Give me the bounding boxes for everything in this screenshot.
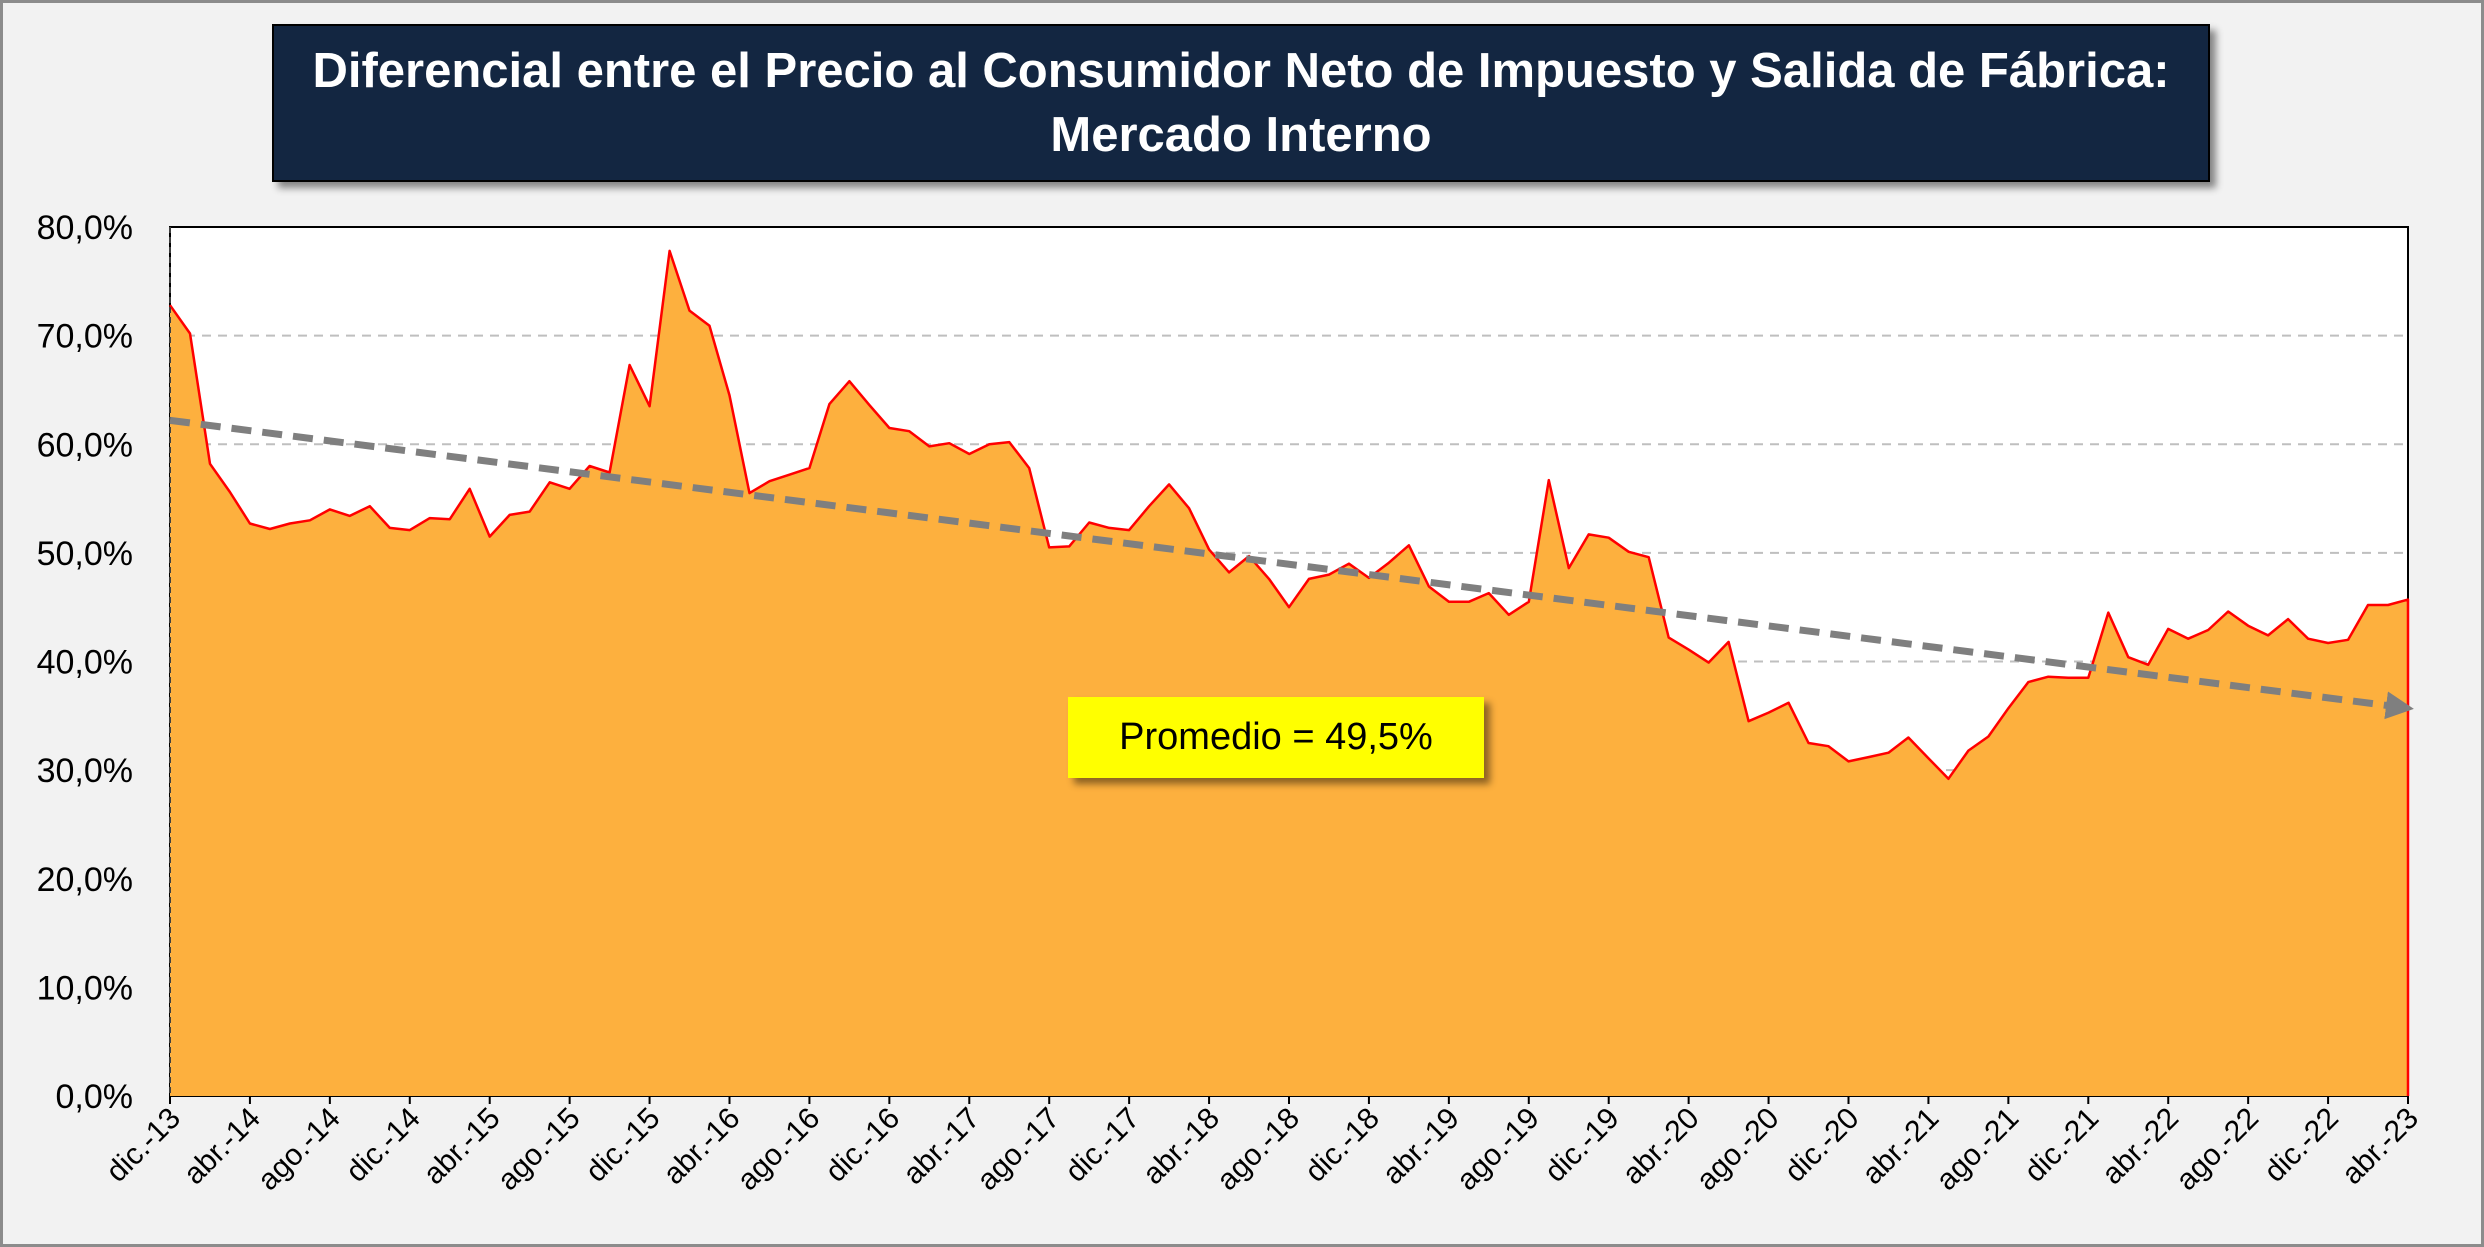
x-tick-label: dic.-14: [340, 1102, 427, 1189]
y-tick-label: 80,0%: [37, 209, 133, 247]
x-tick-label: dic.-17: [1059, 1102, 1146, 1189]
x-tick-label: abr.-21: [1856, 1102, 1945, 1191]
x-tick-label: dic.-19: [1539, 1102, 1626, 1189]
x-tick-label: dic.-21: [2018, 1102, 2105, 1189]
y-tick-label: 20,0%: [37, 861, 133, 899]
average-annotation: Promedio = 49,5%: [1068, 697, 1484, 778]
chart-title: Diferencial entre el Precio al Consumido…: [272, 24, 2210, 182]
x-tick-label: dic.-16: [819, 1102, 906, 1189]
y-tick-label: 30,0%: [37, 752, 133, 790]
x-tick-label: ago.-18: [1211, 1102, 1306, 1197]
x-tick-label: dic.-22: [2258, 1102, 2345, 1189]
x-tick-label: ago.-19: [1450, 1102, 1545, 1197]
x-tick-label: ago.-16: [731, 1102, 826, 1197]
x-tick-label: dic.-20: [1778, 1102, 1865, 1189]
x-tick-label: ago.-15: [491, 1102, 586, 1197]
x-tick-label: abr.-22: [2096, 1102, 2185, 1191]
x-tick-label: ago.-14: [252, 1102, 347, 1197]
x-tick-label: abr.-18: [1137, 1102, 1226, 1191]
x-tick-label: abr.-14: [177, 1102, 266, 1191]
trendline: [169, 416, 2414, 720]
x-tick-label: abr.-16: [657, 1102, 746, 1191]
x-tick-label: ago.-17: [971, 1102, 1066, 1197]
x-tick-label: dic.-15: [580, 1102, 667, 1189]
y-tick-label: 40,0%: [37, 644, 133, 682]
y-tick-label: 0,0%: [56, 1078, 134, 1116]
x-tick-label: ago.-20: [1690, 1102, 1785, 1197]
chart-title-line-2: Mercado Interno: [1050, 108, 1432, 162]
series-line: [168, 249, 2410, 1096]
chart-title-line-1: Diferencial entre el Precio al Consumido…: [312, 44, 2170, 98]
x-tick-label: abr.-20: [1616, 1102, 1705, 1191]
series-area: [170, 250, 2408, 1096]
y-tick-label: 10,0%: [37, 969, 133, 1007]
y-tick-label: 60,0%: [37, 426, 133, 464]
y-tick-label: 50,0%: [37, 535, 133, 573]
x-tick-label: abr.-17: [897, 1102, 986, 1191]
x-tick-label: ago.-21: [1930, 1102, 2025, 1197]
y-tick-label: 70,0%: [37, 318, 133, 356]
x-tick-label: abr.-23: [2336, 1102, 2425, 1191]
x-tick-label: ago.-22: [2170, 1102, 2265, 1197]
x-tick-label: abr.-15: [417, 1102, 506, 1191]
x-tick-label: dic.-18: [1299, 1102, 1386, 1189]
x-tick-label: abr.-19: [1376, 1102, 1465, 1191]
